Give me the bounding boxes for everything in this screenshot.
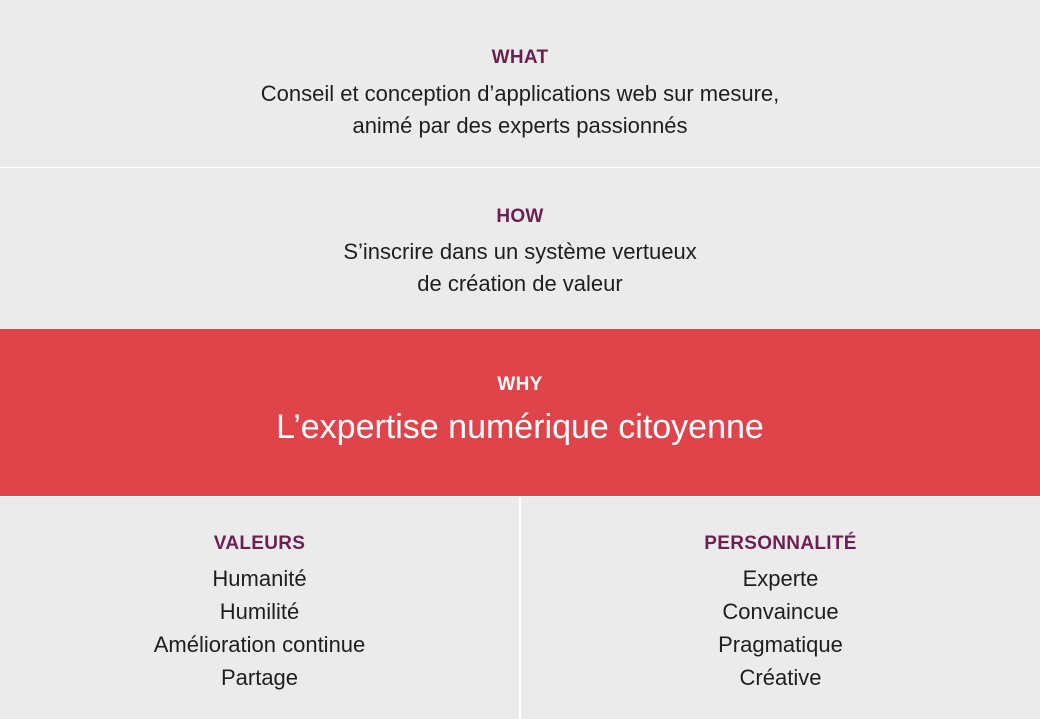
how-line: S’inscrire dans un système vertueux xyxy=(343,239,697,264)
what-line: Conseil et conception d’applications web… xyxy=(260,81,780,106)
what-label: WHAT xyxy=(491,47,549,68)
how-description: S’inscrire dans un système vertueux de c… xyxy=(0,236,1040,300)
personnalite-item: Experte xyxy=(742,566,819,591)
valeurs-item: Humanité xyxy=(212,566,307,591)
how-section: HOW S’inscrire dans un système vertueux … xyxy=(0,168,1040,329)
personnalite-list: Experte Convaincue Pragmatique Créative xyxy=(521,562,1040,694)
why-section: WHY L’expertise numérique citoyenne xyxy=(0,329,1040,496)
what-section: WHAT Conseil et conception d’application… xyxy=(0,0,1040,167)
valeurs-item: Amélioration continue xyxy=(153,632,366,657)
personnalite-item: Convaincue xyxy=(722,599,839,624)
personnalite-item: Pragmatique xyxy=(718,632,843,657)
what-line: animé par des experts passionnés xyxy=(352,113,688,138)
valeurs-label: VALEURS xyxy=(213,533,306,554)
valeurs-column: VALEURS Humanité Humilité Amélioration c… xyxy=(0,497,519,719)
personnalite-label: PERSONNALITÉ xyxy=(704,533,857,554)
valeurs-item: Partage xyxy=(220,665,299,690)
valeurs-item: Humilité xyxy=(219,599,300,624)
personnalite-item: Créative xyxy=(739,665,822,690)
what-description: Conseil et conception d’applications web… xyxy=(0,78,1040,142)
why-label: WHY xyxy=(497,374,543,395)
personnalite-column: PERSONNALITÉ Experte Convaincue Pragmati… xyxy=(521,497,1040,719)
why-headline: L’expertise numérique citoyenne xyxy=(276,408,764,446)
values-personality-section: VALEURS Humanité Humilité Amélioration c… xyxy=(0,497,1040,719)
how-label: HOW xyxy=(496,206,544,227)
how-line: de création de valeur xyxy=(417,271,623,296)
valeurs-list: Humanité Humilité Amélioration continue … xyxy=(0,562,519,694)
